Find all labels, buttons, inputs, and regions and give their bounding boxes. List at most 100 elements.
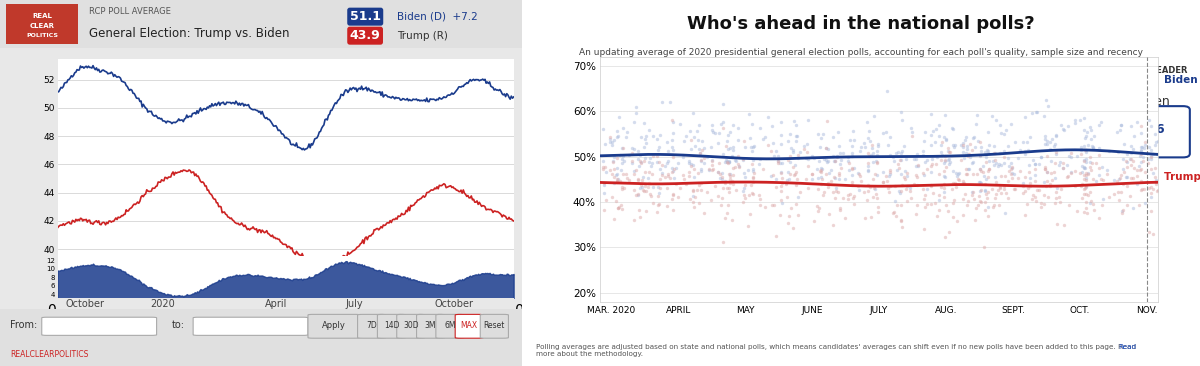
- Point: [1129, 163, 1148, 168]
- Point: [922, 169, 941, 175]
- Point: [595, 190, 614, 196]
- Point: [1141, 154, 1160, 160]
- Point: [894, 174, 913, 180]
- FancyBboxPatch shape: [378, 314, 406, 338]
- Point: [986, 191, 1006, 197]
- Point: [985, 195, 1004, 201]
- Point: [631, 184, 650, 190]
- Point: [994, 186, 1013, 192]
- Point: [1110, 127, 1129, 133]
- Point: [1128, 181, 1147, 187]
- Point: [600, 139, 619, 145]
- Point: [1045, 200, 1064, 206]
- Point: [956, 134, 976, 140]
- Point: [896, 187, 916, 193]
- Point: [930, 207, 949, 213]
- Point: [986, 179, 1006, 184]
- Point: [809, 175, 828, 181]
- Point: [858, 168, 877, 174]
- Point: [785, 118, 804, 124]
- Point: [626, 192, 646, 198]
- Point: [656, 174, 676, 180]
- Point: [626, 104, 646, 110]
- Point: [722, 217, 742, 223]
- Point: [826, 175, 845, 181]
- Point: [970, 193, 989, 199]
- Point: [805, 154, 824, 160]
- Point: [1092, 176, 1111, 182]
- Text: REAL: REAL: [32, 13, 52, 19]
- Point: [920, 111, 940, 117]
- Point: [682, 146, 701, 152]
- Point: [694, 145, 713, 150]
- Point: [1055, 127, 1074, 132]
- Point: [893, 182, 912, 188]
- Point: [1135, 169, 1154, 175]
- Point: [901, 125, 920, 131]
- Point: [643, 154, 662, 160]
- Point: [811, 169, 830, 175]
- Point: [869, 209, 888, 215]
- Point: [720, 185, 739, 191]
- Point: [656, 163, 676, 169]
- Point: [784, 164, 803, 169]
- Point: [973, 169, 992, 175]
- Point: [964, 134, 983, 139]
- Point: [839, 192, 858, 198]
- Point: [858, 188, 877, 194]
- Point: [649, 201, 668, 207]
- Point: [830, 207, 850, 213]
- Point: [616, 134, 635, 140]
- Point: [913, 171, 932, 176]
- Point: [1104, 178, 1123, 183]
- Point: [700, 167, 719, 173]
- Point: [1040, 146, 1060, 152]
- Point: [929, 171, 948, 176]
- Point: [935, 168, 954, 174]
- Point: [928, 154, 947, 160]
- Point: [780, 153, 799, 159]
- Point: [1076, 149, 1096, 154]
- Point: [838, 154, 857, 160]
- Point: [1024, 193, 1043, 198]
- Point: [1037, 169, 1056, 175]
- Point: [788, 155, 808, 161]
- Point: [635, 158, 654, 164]
- Point: [1045, 160, 1064, 166]
- Point: [733, 156, 752, 162]
- Point: [803, 176, 822, 182]
- Point: [608, 114, 628, 120]
- Point: [953, 141, 972, 146]
- Point: [784, 149, 803, 155]
- Point: [928, 213, 947, 219]
- Point: [968, 202, 988, 208]
- Point: [710, 171, 730, 177]
- Point: [684, 188, 703, 194]
- Point: [1132, 148, 1151, 154]
- Point: [916, 159, 935, 165]
- Point: [1079, 170, 1098, 176]
- Point: [691, 157, 710, 163]
- Point: [823, 153, 842, 159]
- Point: [1020, 180, 1039, 186]
- Point: [916, 129, 935, 135]
- Point: [936, 157, 955, 163]
- Point: [1140, 144, 1159, 150]
- Point: [985, 143, 1004, 149]
- Point: [869, 143, 888, 149]
- Point: [1108, 129, 1127, 135]
- Point: [918, 166, 937, 172]
- Point: [821, 167, 840, 173]
- Point: [1140, 186, 1159, 191]
- Point: [788, 194, 808, 200]
- Point: [1050, 194, 1069, 200]
- Point: [1018, 201, 1037, 206]
- Point: [628, 148, 647, 154]
- Point: [823, 189, 842, 195]
- Point: [1081, 164, 1100, 170]
- Point: [904, 181, 923, 187]
- Point: [608, 205, 628, 211]
- Point: [786, 138, 805, 144]
- Point: [892, 217, 911, 223]
- Point: [799, 117, 818, 123]
